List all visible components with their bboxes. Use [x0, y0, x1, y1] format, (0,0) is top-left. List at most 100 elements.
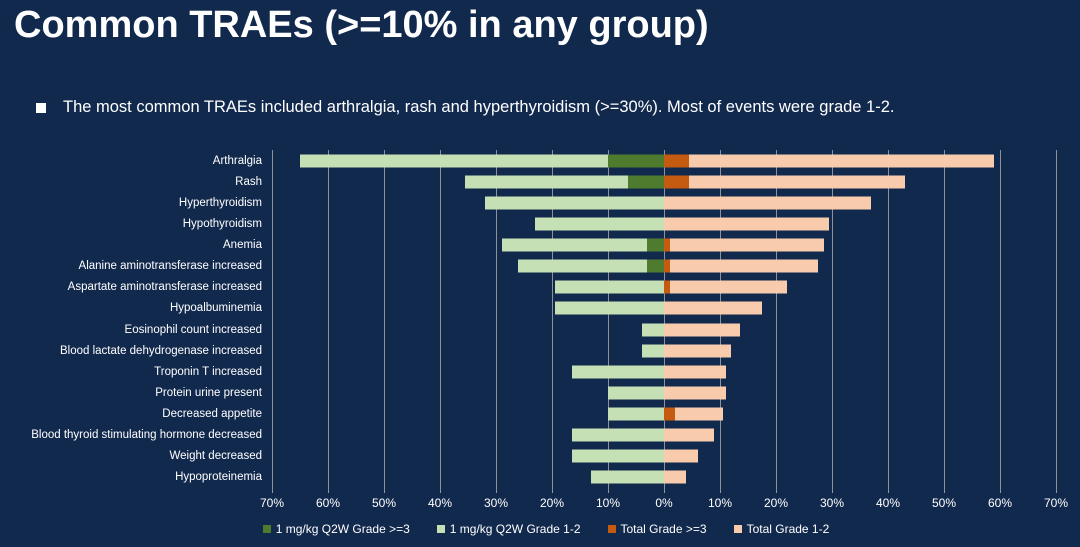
x-tick-label: 40%	[875, 496, 901, 510]
bar-segment-total_grade3	[664, 154, 690, 168]
bar-segment-total_grade3	[664, 259, 670, 273]
gridline	[440, 150, 441, 493]
bar-segment-total_grade12	[664, 196, 872, 210]
chart-row	[272, 298, 1056, 319]
chart-row	[272, 425, 1056, 446]
legend-swatch	[436, 525, 445, 533]
bar-segment-q2w_grade12	[554, 301, 664, 315]
bar-segment-q2w_grade12	[501, 238, 648, 252]
category-label: Arthralgia	[212, 154, 262, 167]
legend-swatch	[607, 525, 616, 533]
x-tick-label: 20%	[763, 496, 789, 510]
bar-segment-total_grade12	[669, 280, 788, 294]
chart-row	[272, 235, 1056, 256]
chart-row	[272, 150, 1056, 171]
bar-segment-total_grade12	[664, 428, 715, 442]
bar-segment-total_grade3	[664, 175, 690, 189]
chart-row	[272, 404, 1056, 425]
bar-segment-q2w_grade3	[647, 259, 664, 273]
x-axis: 70% 60% 50% 40% 30% 20% 10% 0% 10% 20% 30% 40% 50% 60…	[260, 496, 1068, 512]
gridline	[720, 150, 721, 493]
bar-segment-q2w_grade12	[571, 428, 664, 442]
bar-segment-total_grade12	[664, 386, 726, 400]
chart-row	[272, 382, 1056, 403]
gridline	[664, 150, 665, 493]
legend-label: 1 mg/kg Q2W Grade 1-2	[449, 522, 581, 536]
category-label: Hyperthyroidism	[178, 196, 262, 209]
chart-row	[272, 361, 1056, 382]
bar-segment-q2w_grade12	[608, 386, 664, 400]
bar-segment-total_grade3	[664, 407, 676, 421]
bar-segment-total_grade12	[664, 344, 732, 358]
bar-segment-total_grade12	[664, 301, 762, 315]
legend-item: 1 mg/kg Q2W Grade >=3	[262, 522, 410, 536]
gridline	[1000, 150, 1001, 493]
bar-segment-q2w_grade12	[571, 449, 664, 463]
legend-item: Total Grade >=3	[607, 522, 707, 536]
bar-segment-q2w_grade12	[518, 259, 648, 273]
category-label: Hypoalbuminemia	[169, 302, 262, 315]
bullet-square-icon	[36, 102, 46, 113]
gridline	[328, 150, 329, 493]
chart-row	[272, 213, 1056, 234]
chart-row	[272, 446, 1056, 467]
bar-segment-q2w_grade12	[641, 344, 664, 358]
bullet-row: The most common TRAEs included arthralgi…	[36, 98, 895, 117]
bar-segment-total_grade3	[664, 280, 670, 294]
bullet-text: The most common TRAEs included arthralgi…	[63, 98, 895, 116]
category-label: Eosinophil count increased	[124, 323, 262, 336]
gridline	[496, 150, 497, 493]
x-tick-label: 60%	[987, 496, 1013, 510]
x-tick-label: 40%	[427, 496, 453, 510]
category-label: Troponin T increased	[154, 365, 262, 378]
chart-row	[272, 256, 1056, 277]
bar-segment-total_grade12	[664, 470, 687, 484]
bar-segment-q2w_grade12	[641, 323, 664, 337]
gridline	[776, 150, 777, 493]
bar-segment-q2w_grade12	[608, 407, 664, 421]
bar-segment-total_grade12	[664, 217, 830, 231]
x-tick-label: 30%	[819, 496, 845, 510]
category-label: Blood lactate dehydrogenase increased	[59, 344, 262, 357]
bar-segment-total_grade12	[689, 154, 995, 168]
chart-row	[272, 277, 1056, 298]
category-label: Anemia	[223, 239, 262, 252]
chart-row	[272, 467, 1056, 488]
x-tick-label: 20%	[539, 496, 565, 510]
chart-row	[272, 192, 1056, 213]
legend-item: Total Grade 1-2	[733, 522, 830, 536]
bar-segment-total_grade12	[689, 175, 905, 189]
bar-segment-total_grade3	[664, 238, 670, 252]
category-label: Rash	[235, 175, 262, 188]
legend-swatch	[262, 525, 271, 533]
plot-area	[272, 150, 1057, 493]
bar-segment-q2w_grade12	[591, 470, 664, 484]
gridline	[552, 150, 553, 493]
legend-label: Total Grade 1-2	[746, 522, 830, 536]
chart-row	[272, 340, 1056, 361]
bar-segment-q2w_grade3	[608, 154, 664, 168]
category-label: Alanine aminotransferase increased	[78, 260, 262, 273]
page-title: Common TRAEs (>=10% in any group)	[14, 4, 709, 46]
bar-segment-q2w_grade12	[571, 365, 664, 379]
category-label: Hypoproteinemia	[175, 471, 262, 484]
bar-segment-total_grade12	[664, 449, 698, 463]
legend-label: Total Grade >=3	[620, 522, 707, 536]
bar-segment-total_grade12	[675, 407, 723, 421]
legend: 1 mg/kg Q2W Grade >=3 1 mg/kg Q2W Grade 1…	[0, 522, 1080, 536]
gridline	[608, 150, 609, 493]
x-tick-label: 0%	[655, 496, 673, 510]
legend-swatch	[733, 525, 742, 533]
gridline	[832, 150, 833, 493]
bar-segment-q2w_grade12	[554, 280, 664, 294]
bar-segment-q2w_grade3	[647, 238, 664, 252]
category-label: Aspartate aminotransferase increased	[67, 281, 262, 294]
category-label: Hypothyroidism	[182, 217, 262, 230]
category-label: Decreased appetite	[162, 408, 262, 421]
chart-row	[272, 319, 1056, 340]
x-tick-label: 10%	[707, 496, 733, 510]
bar-segment-total_grade12	[664, 365, 726, 379]
bar-segment-q2w_grade12	[484, 196, 664, 210]
gridline	[944, 150, 945, 493]
